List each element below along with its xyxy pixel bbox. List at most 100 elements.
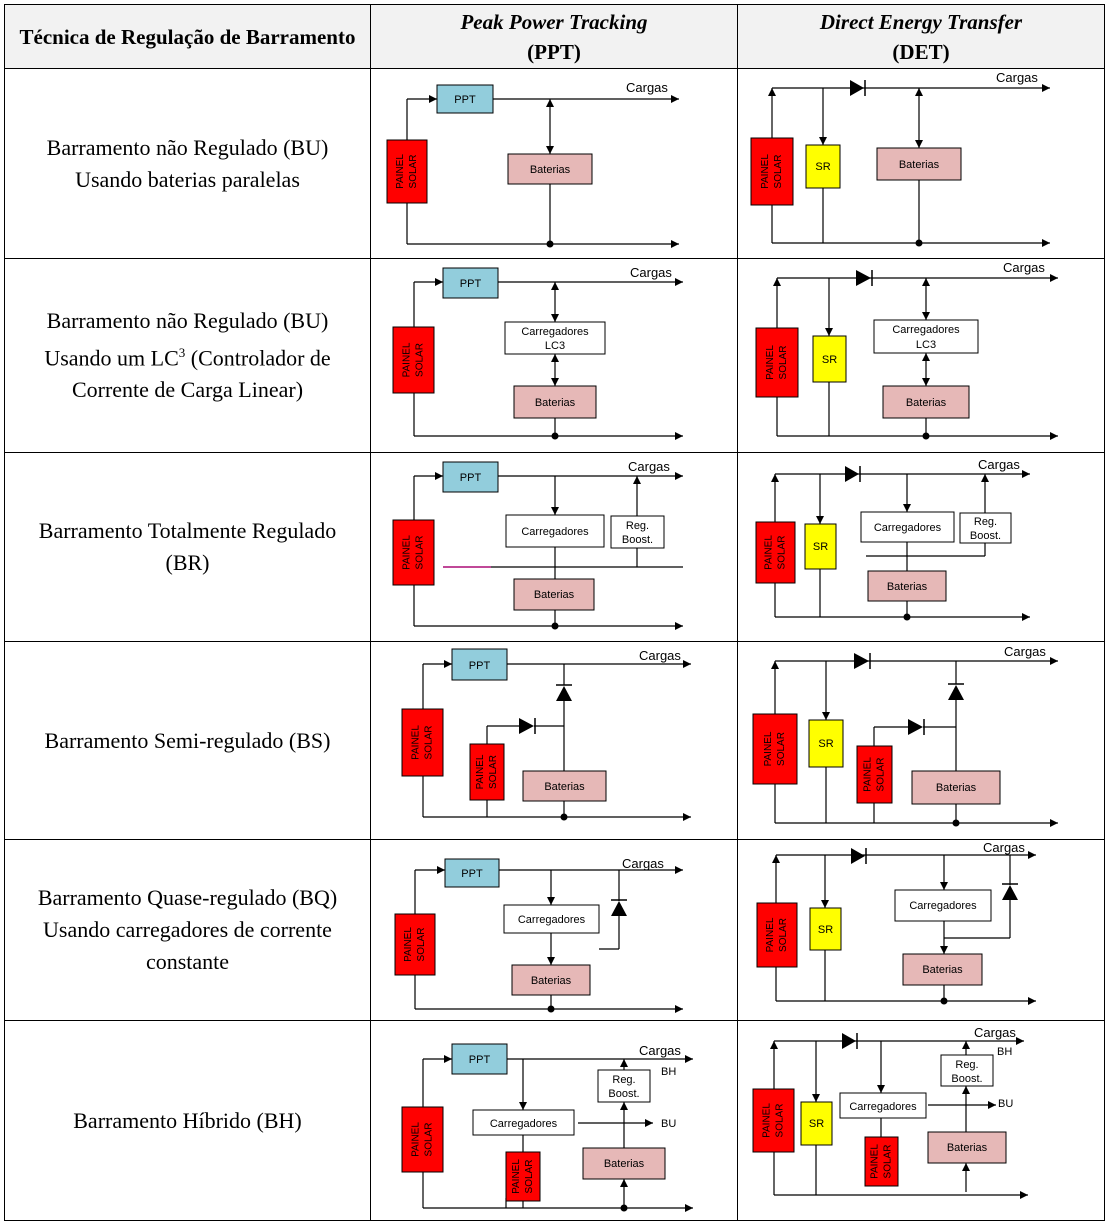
painel-label: PAINEL xyxy=(863,756,874,791)
painel-label: PAINEL xyxy=(402,534,413,569)
baterias-label: Baterias xyxy=(534,589,575,601)
det-diagram-br: Cargas SR Carregadores Reg. Boost. Bater… xyxy=(738,453,1105,642)
diode-icon xyxy=(611,901,627,916)
ppt-diagram-bq: PPT Cargas Carregadores Baterias PAINEL … xyxy=(371,840,738,1021)
diode-icon xyxy=(519,718,534,734)
diagram-svg: Cargas SR Carregadores Baterias PAINEL S… xyxy=(738,841,1103,1020)
junction-dot xyxy=(941,997,948,1004)
solar-label: SOLAR xyxy=(876,757,887,791)
diode-icon xyxy=(850,80,864,96)
row-bu-lc3: Barramento não Regulado (BU) Usando um L… xyxy=(5,259,1105,453)
painel-label: PAINEL xyxy=(760,153,771,188)
painel-label: PAINEL xyxy=(511,1158,522,1193)
sr-label: SR xyxy=(809,1118,824,1130)
ppt-diagram-bu-parallel: PPT Cargas Baterias PAINEL SOLAR xyxy=(371,69,738,259)
junction-dot xyxy=(561,813,568,820)
diagram-svg: Cargas BH BU Reg. Boost. Carregadores SR… xyxy=(738,1022,1103,1220)
technique-cell: Barramento Quase-regulado (BQ) Usando car… xyxy=(5,840,371,1021)
det-diagram-bu-parallel: Cargas SR Baterias PAINEL SOLAR xyxy=(738,69,1105,259)
cargas-label: Cargas xyxy=(628,459,670,474)
regulation-table: Técnica de Regulação de Barramento Peak … xyxy=(4,4,1105,1221)
painel-label: PAINEL xyxy=(765,917,776,952)
det-diagram-bh: Cargas BH BU Reg. Boost. Carregadores SR… xyxy=(738,1021,1105,1221)
boost-label: Boost. xyxy=(622,534,653,546)
cargas-label: Cargas xyxy=(622,856,664,871)
solar-label: SOLAR xyxy=(408,154,419,188)
junction-dot xyxy=(552,622,559,629)
diagram-svg: PPT Cargas BH BU Reg. Boost. Carregadore… xyxy=(371,1022,736,1220)
baterias-label: Baterias xyxy=(887,581,928,593)
cargas-label: Cargas xyxy=(639,648,681,663)
solar-panel xyxy=(395,914,435,975)
solar-panel xyxy=(756,522,795,583)
bu-label: BU xyxy=(661,1118,676,1130)
reg-label: Reg. xyxy=(612,1074,635,1086)
junction-dot xyxy=(923,432,930,439)
junction-dot xyxy=(953,819,960,826)
det-diagram-bu-lc3: Cargas SR Carregadores LC3 Baterias PAIN… xyxy=(738,259,1105,453)
solar-label: SOLAR xyxy=(883,1144,894,1178)
diagram-svg: PPT Cargas Baterias PAINEL SOLAR xyxy=(371,70,736,258)
diode-icon xyxy=(854,653,869,669)
solar-panel xyxy=(393,327,434,393)
ppt-label: PPT xyxy=(460,472,482,484)
sr-label: SR xyxy=(822,354,837,366)
painel-label: PAINEL xyxy=(395,153,406,188)
painel-label: PAINEL xyxy=(764,534,775,569)
solar-label: SOLAR xyxy=(775,1103,786,1137)
diagram-svg: Cargas SR Baterias PAINEL SOLAR xyxy=(738,70,1103,258)
row-bq: Barramento Quase-regulado (BQ) Usando car… xyxy=(5,840,1105,1021)
baterias-label: Baterias xyxy=(530,164,571,176)
reg-label: Reg. xyxy=(955,1059,978,1071)
painel-label: PAINEL xyxy=(411,1121,422,1156)
carregadores-label: Carregadores xyxy=(892,324,960,336)
diagram-svg: PPT Cargas Carregadores LC3 Baterias PAI… xyxy=(371,260,736,452)
carregadores-label: Carregadores xyxy=(490,1118,558,1130)
baterias-label: Baterias xyxy=(531,975,572,987)
baterias-label: Baterias xyxy=(922,964,963,976)
diagram-svg: PPT Cargas Baterias PAINEL SOLAR PAINEL … xyxy=(371,643,736,839)
painel-label: PAINEL xyxy=(402,342,413,377)
solar-panel xyxy=(756,328,798,397)
ppt-diagram-bu-lc3: PPT Cargas Carregadores LC3 Baterias PAI… xyxy=(371,259,738,453)
lc3-label: LC3 xyxy=(545,340,565,352)
header-technique: Técnica de Regulação de Barramento xyxy=(5,5,371,69)
carregadores-label: Carregadores xyxy=(849,1101,917,1113)
diagram-svg: PPT Cargas Carregadores Baterias PAINEL … xyxy=(371,841,736,1020)
technique-cell: Barramento não Regulado (BU) Usando um L… xyxy=(5,259,371,453)
painel-label: PAINEL xyxy=(765,344,776,379)
bh-label: BH xyxy=(661,1066,676,1078)
solar-panel xyxy=(757,903,797,967)
solar-panel xyxy=(393,520,434,585)
junction-dot xyxy=(916,239,923,246)
boost-label: Boost. xyxy=(970,530,1001,542)
diode-icon xyxy=(948,685,964,700)
baterias-label: Baterias xyxy=(535,397,576,409)
solar-panel xyxy=(751,138,793,205)
diode-icon xyxy=(1002,885,1018,900)
baterias-label: Baterias xyxy=(906,397,947,409)
carregadores-label: Carregadores xyxy=(521,526,589,538)
junction-dot xyxy=(548,1005,555,1012)
solar-label: SOLAR xyxy=(777,535,788,569)
diode-icon xyxy=(908,719,923,735)
baterias-label: Baterias xyxy=(899,159,940,171)
ppt-label: PPT xyxy=(469,1054,491,1066)
baterias-label: Baterias xyxy=(544,781,585,793)
carregadores-label: Carregadores xyxy=(874,522,942,534)
cargas-label: Cargas xyxy=(1004,644,1046,659)
diode-icon xyxy=(842,1033,856,1049)
boost-label: Boost. xyxy=(951,1073,982,1085)
solar-label: SOLAR xyxy=(778,345,789,379)
diode-icon xyxy=(851,848,865,864)
solar-panel xyxy=(753,714,797,784)
sr-label: SR xyxy=(818,924,833,936)
solar-label: SOLAR xyxy=(415,535,426,569)
solar-label: SOLAR xyxy=(424,725,435,759)
cargas-label: Cargas xyxy=(978,457,1020,472)
reg-label: Reg. xyxy=(626,520,649,532)
painel-label: PAINEL xyxy=(411,724,422,759)
technique-cell: Barramento Totalmente Regulado (BR) xyxy=(5,453,371,642)
sr-label: SR xyxy=(818,738,833,750)
carregadores-label: Carregadores xyxy=(518,914,586,926)
